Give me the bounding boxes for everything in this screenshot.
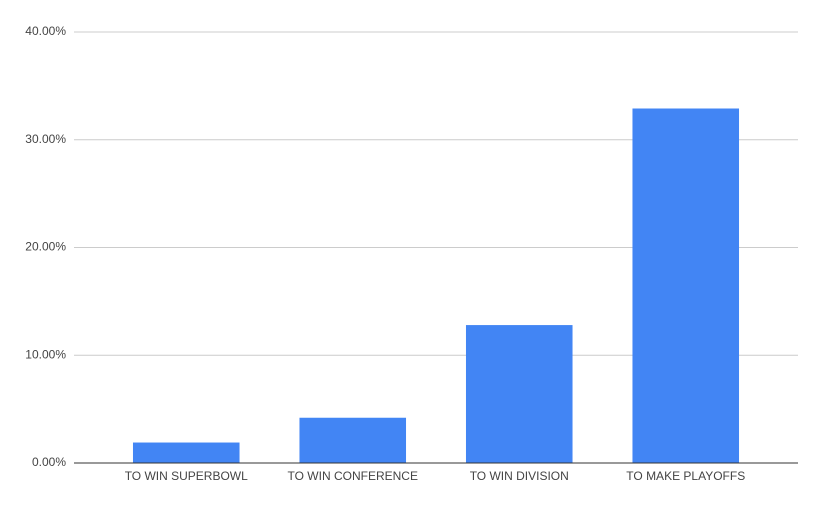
- bar: [632, 108, 740, 463]
- x-tick-label: TO MAKE PLAYOFFS: [626, 469, 745, 483]
- y-tick-label: 30.00%: [25, 132, 66, 146]
- bar: [132, 442, 240, 463]
- y-tick-label: 40.00%: [25, 24, 66, 38]
- x-tick-label: TO WIN CONFERENCE: [288, 469, 418, 483]
- bar: [299, 417, 407, 463]
- y-tick-label: 10.00%: [25, 347, 66, 361]
- x-tick-label: TO WIN SUPERBOWL: [125, 469, 248, 483]
- bar: [465, 325, 573, 463]
- x-tick-label: TO WIN DIVISION: [470, 469, 569, 483]
- y-tick-label: 0.00%: [32, 455, 66, 469]
- y-tick-label: 20.00%: [25, 240, 66, 254]
